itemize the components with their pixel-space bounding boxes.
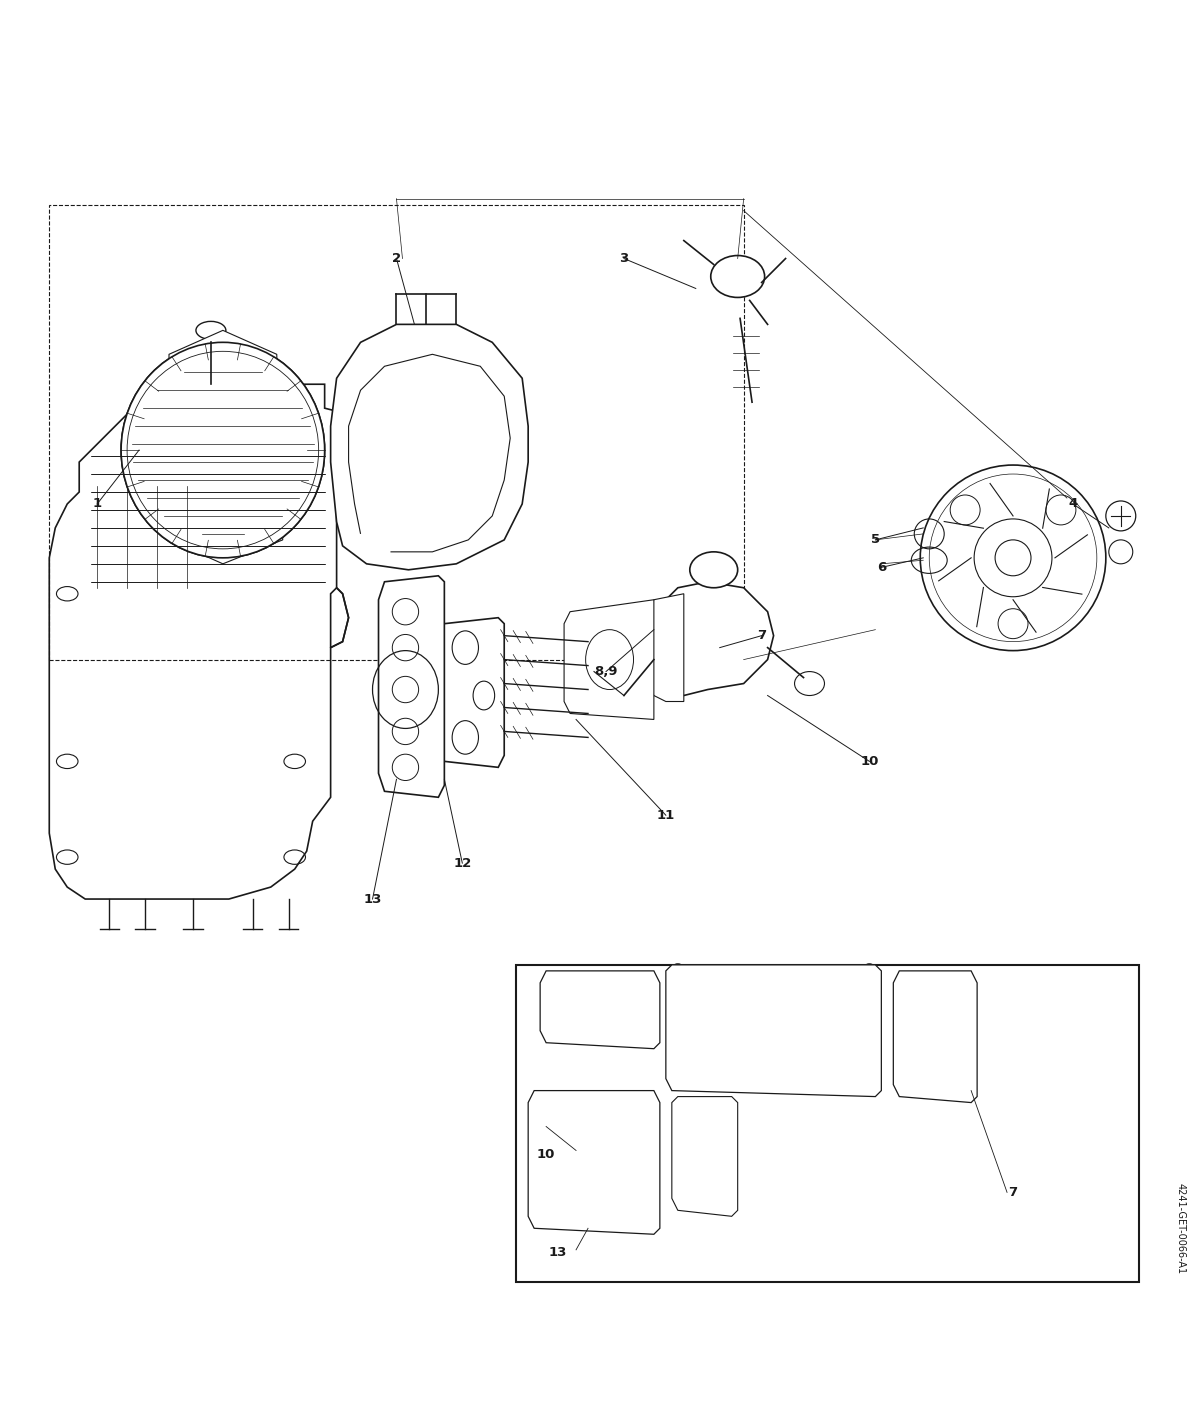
Text: 10: 10 xyxy=(860,755,878,767)
Polygon shape xyxy=(666,965,881,1097)
Text: 5: 5 xyxy=(871,533,880,546)
Text: 7: 7 xyxy=(1008,1186,1018,1198)
Polygon shape xyxy=(540,971,660,1048)
Text: 4: 4 xyxy=(1068,498,1078,511)
Polygon shape xyxy=(438,617,504,767)
Polygon shape xyxy=(654,582,774,696)
Ellipse shape xyxy=(710,255,764,297)
Text: 14: 14 xyxy=(812,1066,830,1079)
Text: 4241-GET-0066-A1: 4241-GET-0066-A1 xyxy=(1176,1183,1186,1274)
Text: 3: 3 xyxy=(619,253,629,265)
Text: 1: 1 xyxy=(92,498,102,511)
Text: 13: 13 xyxy=(364,892,382,905)
Polygon shape xyxy=(169,330,283,564)
Polygon shape xyxy=(378,575,444,797)
Bar xyxy=(49,205,744,659)
Polygon shape xyxy=(893,971,977,1103)
Polygon shape xyxy=(672,1097,738,1216)
Polygon shape xyxy=(564,599,654,720)
Polygon shape xyxy=(331,324,528,570)
Bar xyxy=(516,965,1139,1282)
Text: 10: 10 xyxy=(536,1148,556,1160)
Ellipse shape xyxy=(690,551,738,588)
Text: 11: 11 xyxy=(656,808,674,822)
Text: 13: 13 xyxy=(548,1246,568,1258)
Text: 12: 12 xyxy=(454,857,472,870)
Ellipse shape xyxy=(121,342,325,558)
Polygon shape xyxy=(528,1090,660,1235)
Text: 14: 14 xyxy=(812,1066,830,1079)
Text: 6: 6 xyxy=(877,561,886,574)
Polygon shape xyxy=(648,593,684,702)
Text: 7: 7 xyxy=(757,629,766,643)
Text: 8,9: 8,9 xyxy=(594,665,618,678)
Text: 2: 2 xyxy=(392,253,401,265)
Polygon shape xyxy=(588,607,624,714)
